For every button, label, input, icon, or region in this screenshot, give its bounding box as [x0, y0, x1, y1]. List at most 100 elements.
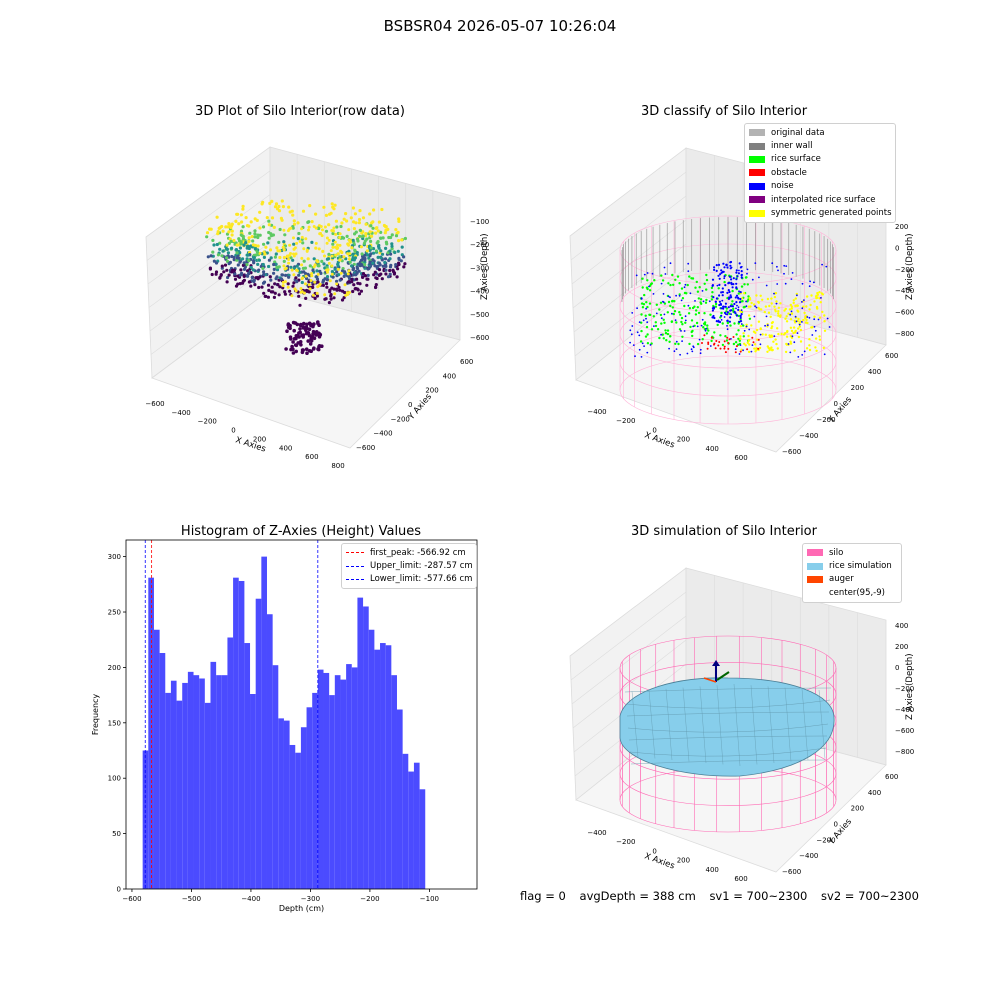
- raw-data-point: [289, 265, 293, 269]
- symmetric-generated-point: [755, 294, 758, 297]
- raw-data-point: [238, 246, 242, 250]
- raw-data-point: [394, 263, 398, 267]
- histogram-bar: [329, 695, 335, 889]
- histogram-bar: [380, 643, 386, 889]
- raw-data-point: [306, 339, 311, 343]
- rice-surface-point: [644, 335, 648, 338]
- rice-surface-point: [663, 321, 666, 324]
- noise-point: [739, 320, 743, 323]
- histogram-ytick-label: 50: [112, 830, 121, 838]
- raw-data-point: [260, 285, 264, 289]
- raw-data-point: [377, 268, 382, 272]
- center-axis-y: [716, 671, 730, 681]
- simulation-xtick-label: 600: [734, 875, 747, 883]
- noise-point: [720, 319, 723, 321]
- raw-data-point: [237, 237, 241, 241]
- raw-data-point: [356, 239, 360, 243]
- noise-point: [646, 272, 649, 274]
- symmetric-generated-point: [799, 340, 803, 343]
- raw-data-point: [370, 234, 374, 238]
- symmetric-generated-point: [753, 343, 757, 346]
- raw-data-point: [373, 270, 377, 274]
- noise-point: [715, 297, 719, 300]
- raw-data-point: [338, 232, 342, 236]
- symmetric-generated-point: [785, 315, 788, 318]
- raw-data-point: [230, 233, 234, 237]
- raw-data-point: [334, 232, 338, 236]
- raw-data-point: [375, 226, 379, 230]
- rice-surface-point: [654, 324, 658, 328]
- raw-data-point: [274, 262, 278, 266]
- raw-data-point: [327, 238, 331, 242]
- rice-surface-point: [696, 306, 699, 309]
- legend-swatch: [807, 549, 823, 557]
- raw-data-point: [314, 330, 319, 334]
- raw-xtick-label: −600: [145, 400, 164, 408]
- symmetric-generated-point: [810, 294, 813, 297]
- raw-data-point: [335, 270, 339, 274]
- histogram-ytick-label: 150: [108, 719, 121, 727]
- raw-data-point: [338, 258, 342, 262]
- raw-data-point: [330, 272, 334, 276]
- raw-data-point: [227, 230, 231, 234]
- raw-data-point: [218, 241, 222, 245]
- raw-data-point: [272, 225, 276, 229]
- raw-data-point: [280, 273, 285, 277]
- symmetric-generated-point: [809, 303, 812, 307]
- noise-point: [740, 323, 743, 325]
- noise-point: [675, 348, 678, 350]
- raw-3d-plot: −600−400−20002004006008006004002000−200−…: [145, 146, 490, 470]
- raw-data-point: [318, 269, 322, 273]
- raw-data-point: [305, 322, 309, 327]
- symmetric-generated-point: [747, 350, 751, 354]
- raw-data-point: [306, 289, 310, 293]
- symmetric-generated-point: [805, 305, 808, 308]
- raw-data-point: [275, 246, 279, 250]
- legend-swatch: [749, 155, 765, 163]
- simulation-ztick-label: −200: [895, 685, 914, 693]
- raw-data-point: [250, 235, 254, 239]
- raw-data-point: [317, 247, 321, 251]
- raw-data-point: [216, 253, 220, 257]
- obstacle-point: [717, 344, 720, 347]
- noise-point: [735, 307, 737, 310]
- raw-data-point: [272, 267, 276, 271]
- noise-point: [808, 285, 811, 288]
- raw-data-point: [330, 229, 334, 232]
- raw-data-point: [360, 252, 364, 256]
- rice-mesh-line: [631, 691, 639, 758]
- raw-data-point: [281, 205, 285, 209]
- rice-mesh-line: [625, 699, 831, 709]
- raw-data-point: [278, 285, 282, 289]
- histogram-bar: [159, 653, 166, 889]
- symmetric-generated-point: [823, 314, 826, 317]
- legend-line-swatch: [346, 578, 364, 580]
- classify-xtick-label: −400: [587, 408, 606, 416]
- raw-data-point: [323, 293, 327, 297]
- raw-data-point: [224, 225, 228, 229]
- raw-data-point: [338, 243, 342, 247]
- rice-surface-point: [709, 313, 712, 316]
- noise-point: [722, 305, 725, 308]
- raw-data-point: [292, 236, 295, 240]
- histogram-xtick-label: −400: [241, 895, 260, 903]
- raw-data-point: [327, 223, 331, 227]
- rice-mesh-line: [767, 686, 775, 764]
- rice-surface-point: [737, 314, 741, 318]
- noise-point: [678, 294, 681, 297]
- histogram-bar: [323, 672, 330, 889]
- noise-point: [640, 298, 643, 300]
- raw-data-point: [308, 287, 312, 291]
- noise-point: [766, 324, 769, 327]
- noise-point: [727, 282, 730, 285]
- symmetric-generated-point: [793, 349, 796, 352]
- raw-data-point: [388, 265, 393, 269]
- symmetric-generated-point: [775, 342, 778, 346]
- raw-data-point: [251, 239, 255, 243]
- noise-point: [686, 352, 689, 355]
- raw-data-point: [347, 228, 351, 232]
- noise-point: [632, 344, 635, 346]
- raw-data-point: [253, 232, 257, 236]
- noise-point: [638, 334, 641, 337]
- noise-point: [689, 292, 692, 295]
